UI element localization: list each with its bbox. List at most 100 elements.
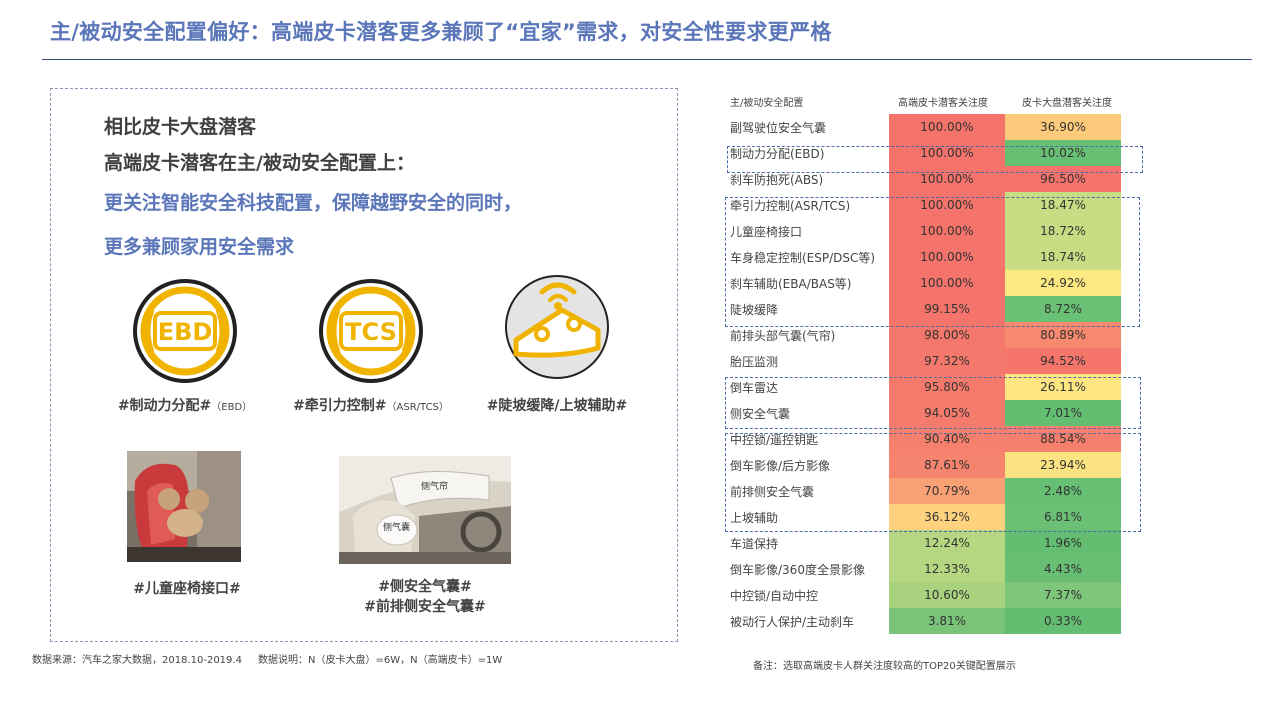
cell-high-end: 100.00% bbox=[889, 192, 1005, 218]
cell-overall: 7.37% bbox=[1005, 582, 1121, 608]
cell-high-end: 36.12% bbox=[889, 504, 1005, 530]
sample-note: 数据说明：N（皮卡大盘）=6W，N（高端皮卡）=1W bbox=[258, 655, 503, 666]
row-label: 中控锁/遥控钥匙 bbox=[730, 433, 819, 447]
row-label: 上坡辅助 bbox=[730, 511, 779, 525]
cell-high-end: 87.61% bbox=[889, 452, 1005, 478]
table-row: 前排侧安全气囊 70.79% 2.48% bbox=[726, 478, 1146, 504]
cell-high-end: 98.00% bbox=[889, 322, 1005, 348]
row-label: 倒车影像/后方影像 bbox=[730, 459, 831, 473]
svg-text:侧气囊: 侧气囊 bbox=[383, 521, 410, 533]
row-label: 副驾驶位安全气囊 bbox=[730, 121, 827, 135]
cell-high-end: 12.24% bbox=[889, 530, 1005, 556]
cell-overall: 26.11% bbox=[1005, 374, 1121, 400]
table-row: 倒车影像/后方影像 87.61% 23.94% bbox=[726, 452, 1146, 478]
row-label: 被动行人保护/主动刹车 bbox=[730, 615, 855, 629]
cell-high-end: 3.81% bbox=[889, 608, 1005, 634]
table-row: 上坡辅助 36.12% 6.81% bbox=[726, 504, 1146, 530]
table-row: 儿童座椅接口 100.00% 18.72% bbox=[726, 218, 1146, 244]
table-row: 副驾驶位安全气囊 100.00% 36.90% bbox=[726, 114, 1146, 140]
row-label: 中控锁/自动中控 bbox=[730, 589, 819, 603]
lead-line-2: 高端皮卡潜客在主/被动安全配置上： bbox=[104, 152, 415, 174]
row-label: 儿童座椅接口 bbox=[730, 225, 803, 239]
svg-text:侧气帘: 侧气帘 bbox=[421, 480, 448, 492]
cell-high-end: 100.00% bbox=[889, 166, 1005, 192]
photo-label-child-seat: #儿童座椅接口# bbox=[133, 581, 241, 597]
table-row: 刹车防抱死(ABS) 100.00% 96.50% bbox=[726, 166, 1146, 192]
table-row: 陡坡缓降 99.15% 8.72% bbox=[726, 296, 1146, 322]
row-label: 牵引力控制(ASR/TCS) bbox=[730, 199, 851, 213]
cell-overall: 80.89% bbox=[1005, 322, 1121, 348]
hill-descent-icon bbox=[505, 275, 609, 379]
page-title: 主/被动安全配置偏好：高端皮卡潜客更多兼顾了“宜家”需求，对安全性要求更严格 bbox=[50, 20, 832, 44]
cell-overall: 96.50% bbox=[1005, 166, 1121, 192]
cell-high-end: 99.15% bbox=[889, 296, 1005, 322]
cell-overall: 7.01% bbox=[1005, 400, 1121, 426]
feature-label-tcs: #牵引力控制#（ASR/TCS） bbox=[293, 398, 449, 414]
cell-high-end: 95.80% bbox=[889, 374, 1005, 400]
child-seat-image bbox=[127, 451, 241, 562]
table-row: 刹车辅助(EBA/BAS等) 100.00% 24.92% bbox=[726, 270, 1146, 296]
table-row: 车道保持 12.24% 1.96% bbox=[726, 530, 1146, 556]
lead-line-3: 更关注智能安全科技配置，保障越野安全的同时， bbox=[104, 192, 523, 214]
feature-label-ebd: #制动力分配#（EBD） bbox=[117, 398, 253, 414]
table-row: 侧安全气囊 94.05% 7.01% bbox=[726, 400, 1146, 426]
cell-overall: 94.52% bbox=[1005, 348, 1121, 374]
cell-high-end: 10.60% bbox=[889, 582, 1005, 608]
cell-high-end: 100.00% bbox=[889, 244, 1005, 270]
row-label: 车道保持 bbox=[730, 537, 779, 551]
cell-overall: 23.94% bbox=[1005, 452, 1121, 478]
row-label: 胎压监测 bbox=[730, 355, 779, 369]
table-row: 胎压监测 97.32% 94.52% bbox=[726, 348, 1146, 374]
photo-label-side-airbag: #侧安全气囊# bbox=[378, 579, 472, 595]
table-row: 中控锁/遥控钥匙 90.40% 88.54% bbox=[726, 426, 1146, 452]
tcs-icon: TCS bbox=[319, 279, 423, 383]
row-label: 刹车辅助(EBA/BAS等) bbox=[730, 277, 852, 291]
table-row: 牵引力控制(ASR/TCS) 100.00% 18.47% bbox=[726, 192, 1146, 218]
cell-overall: 18.74% bbox=[1005, 244, 1121, 270]
table-footnote: 备注：选取高端皮卡人群关注度较高的TOP20关键配置展示 bbox=[753, 661, 1016, 672]
cell-high-end: 100.00% bbox=[889, 218, 1005, 244]
cell-high-end: 94.05% bbox=[889, 400, 1005, 426]
table-row: 被动行人保护/主动刹车 3.81% 0.33% bbox=[726, 608, 1146, 634]
cell-high-end: 100.00% bbox=[889, 270, 1005, 296]
row-label: 刹车防抱死(ABS) bbox=[730, 173, 824, 187]
table-row: 车身稳定控制(ESP/DSC等) 100.00% 18.74% bbox=[726, 244, 1146, 270]
cell-overall: 24.92% bbox=[1005, 270, 1121, 296]
cell-overall: 6.81% bbox=[1005, 504, 1121, 530]
row-label: 前排头部气囊(气帘) bbox=[730, 329, 836, 343]
airbag-image: 侧气帘 侧气囊 bbox=[339, 456, 511, 564]
cell-high-end: 100.00% bbox=[889, 114, 1005, 140]
row-label: 倒车影像/360度全景影像 bbox=[730, 563, 865, 577]
photo-label-front-side-airbag: #前排侧安全气囊# bbox=[364, 599, 486, 615]
cell-overall: 1.96% bbox=[1005, 530, 1121, 556]
row-label: 倒车雷达 bbox=[730, 381, 779, 395]
cell-overall: 2.48% bbox=[1005, 478, 1121, 504]
cell-high-end: 97.32% bbox=[889, 348, 1005, 374]
cell-overall: 36.90% bbox=[1005, 114, 1121, 140]
cell-high-end: 100.00% bbox=[889, 140, 1005, 166]
table-row: 倒车雷达 95.80% 26.11% bbox=[726, 374, 1146, 400]
feature-label-hill: #陡坡缓降/上坡辅助# bbox=[486, 398, 628, 414]
table-row: 中控锁/自动中控 10.60% 7.37% bbox=[726, 582, 1146, 608]
table-row: 制动力分配(EBD) 100.00% 10.02% bbox=[726, 140, 1146, 166]
lead-line-1: 相比皮卡大盘潜客 bbox=[104, 116, 257, 138]
source-note: 数据来源：汽车之家大数据，2018.10-2019.4 bbox=[32, 655, 242, 666]
title-divider bbox=[42, 59, 1252, 60]
table-header-config: 主/被动安全配置 bbox=[730, 98, 804, 109]
cell-high-end: 90.40% bbox=[889, 426, 1005, 452]
table-header-overall: 皮卡大盘潜客关注度 bbox=[1022, 98, 1112, 109]
svg-text:EBD: EBD bbox=[158, 318, 213, 346]
row-label: 前排侧安全气囊 bbox=[730, 485, 815, 499]
cell-high-end: 70.79% bbox=[889, 478, 1005, 504]
row-label: 侧安全气囊 bbox=[730, 407, 791, 421]
cell-overall: 8.72% bbox=[1005, 296, 1121, 322]
svg-text:TCS: TCS bbox=[345, 318, 397, 346]
cell-overall: 0.33% bbox=[1005, 608, 1121, 634]
insight-panel bbox=[50, 88, 678, 642]
row-label: 陡坡缓降 bbox=[730, 303, 779, 317]
cell-overall: 18.47% bbox=[1005, 192, 1121, 218]
cell-overall: 4.43% bbox=[1005, 556, 1121, 582]
cell-high-end: 12.33% bbox=[889, 556, 1005, 582]
lead-line-4: 更多兼顾家用安全需求 bbox=[104, 236, 295, 258]
ebd-icon: EBD bbox=[133, 279, 237, 383]
